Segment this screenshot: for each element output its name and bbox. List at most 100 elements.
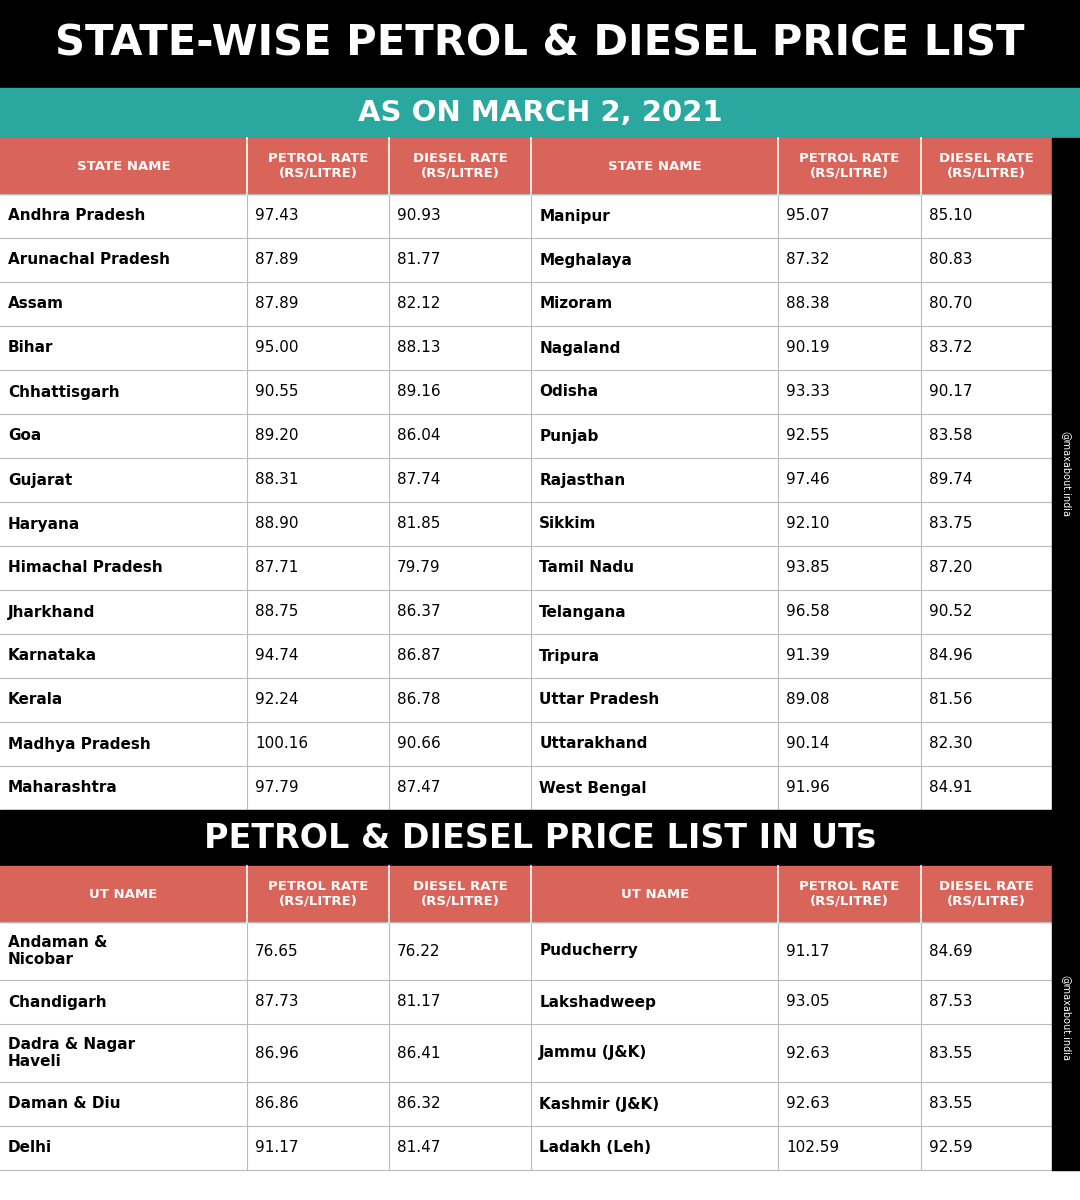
Text: Sikkim: Sikkim	[539, 516, 596, 532]
Text: Assam: Assam	[8, 296, 64, 312]
Text: Delhi: Delhi	[8, 1140, 52, 1156]
Text: Chhattisgarh: Chhattisgarh	[8, 384, 120, 400]
Text: STATE NAME: STATE NAME	[608, 160, 702, 173]
Bar	[0, 238, 1052, 282]
Text: 92.24: 92.24	[255, 692, 299, 708]
Bar	[0, 678, 1052, 722]
Text: Lakshadweep: Lakshadweep	[539, 995, 657, 1009]
Text: 86.86: 86.86	[255, 1097, 299, 1111]
Text: 83.55: 83.55	[929, 1097, 972, 1111]
Text: Arunachal Pradesh: Arunachal Pradesh	[8, 252, 170, 268]
Text: UT NAME: UT NAME	[621, 888, 689, 900]
Text: 89.08: 89.08	[786, 692, 831, 708]
Text: PETROL RATE
(RS/LITRE): PETROL RATE (RS/LITRE)	[799, 880, 900, 908]
Text: 83.75: 83.75	[929, 516, 972, 532]
Text: Goa: Goa	[8, 428, 41, 444]
Text: 82.30: 82.30	[929, 737, 972, 751]
Text: 86.04: 86.04	[397, 428, 441, 444]
Text: West Bengal: West Bengal	[539, 780, 647, 796]
Text: 88.13: 88.13	[397, 341, 441, 355]
Text: Meghalaya: Meghalaya	[539, 252, 632, 268]
Text: 85.10: 85.10	[929, 209, 972, 223]
Text: 92.10: 92.10	[786, 516, 831, 532]
Text: Ladakh (Leh): Ladakh (Leh)	[539, 1140, 651, 1156]
Text: Kerala: Kerala	[8, 692, 64, 708]
Text: 81.47: 81.47	[397, 1140, 441, 1156]
Text: Maharashtra: Maharashtra	[8, 780, 118, 796]
Bar	[1052, 138, 1080, 810]
Text: 76.22: 76.22	[397, 943, 441, 959]
Bar	[0, 458, 1052, 502]
Text: 97.79: 97.79	[255, 780, 299, 796]
Text: Daman & Diu: Daman & Diu	[8, 1097, 121, 1111]
Text: Nagaland: Nagaland	[539, 341, 621, 355]
Text: 84.69: 84.69	[929, 943, 972, 959]
Text: 91.39: 91.39	[786, 648, 831, 664]
Text: 89.74: 89.74	[929, 473, 972, 487]
Text: Rajasthan: Rajasthan	[539, 473, 625, 487]
Text: Tripura: Tripura	[539, 648, 600, 664]
Text: DIESEL RATE
(RS/LITRE): DIESEL RATE (RS/LITRE)	[413, 152, 508, 180]
Text: 88.90: 88.90	[255, 516, 299, 532]
Bar	[0, 1024, 1052, 1082]
Text: 87.47: 87.47	[397, 780, 441, 796]
Text: Himachal Pradesh: Himachal Pradesh	[8, 560, 163, 576]
Bar	[1052, 866, 1080, 1170]
Text: 81.17: 81.17	[397, 995, 441, 1009]
Text: 86.87: 86.87	[397, 648, 441, 664]
Text: Kashmir (J&K): Kashmir (J&K)	[539, 1097, 660, 1111]
Text: 87.71: 87.71	[255, 560, 298, 576]
Text: Chandigarh: Chandigarh	[8, 995, 107, 1009]
Text: 97.43: 97.43	[255, 209, 299, 223]
Text: 81.77: 81.77	[397, 252, 441, 268]
Bar	[0, 1082, 1052, 1126]
Text: Mizoram: Mizoram	[539, 296, 612, 312]
Text: 86.37: 86.37	[397, 605, 441, 619]
Text: 89.20: 89.20	[255, 428, 299, 444]
Text: Uttar Pradesh: Uttar Pradesh	[539, 692, 660, 708]
Text: DIESEL RATE
(RS/LITRE): DIESEL RATE (RS/LITRE)	[939, 880, 1034, 908]
Text: 76.65: 76.65	[255, 943, 299, 959]
Text: 86.78: 86.78	[397, 692, 441, 708]
Text: Gujarat: Gujarat	[8, 473, 72, 487]
Text: 79.79: 79.79	[397, 560, 441, 576]
Text: 91.96: 91.96	[786, 780, 831, 796]
Text: Bihar: Bihar	[8, 341, 54, 355]
Text: 81.85: 81.85	[397, 516, 441, 532]
Bar	[0, 282, 1052, 326]
Text: 92.59: 92.59	[929, 1140, 972, 1156]
Text: 87.89: 87.89	[255, 296, 299, 312]
Text: 102.59: 102.59	[786, 1140, 839, 1156]
Text: 88.38: 88.38	[786, 296, 831, 312]
Bar	[0, 546, 1052, 590]
Text: 84.96: 84.96	[929, 648, 972, 664]
Text: 88.75: 88.75	[255, 605, 298, 619]
Text: 87.74: 87.74	[397, 473, 441, 487]
Bar	[0, 0, 1080, 88]
Text: AS ON MARCH 2, 2021: AS ON MARCH 2, 2021	[357, 98, 723, 127]
Text: PETROL RATE
(RS/LITRE): PETROL RATE (RS/LITRE)	[268, 152, 368, 180]
Text: 90.14: 90.14	[786, 737, 831, 751]
Text: 83.55: 83.55	[929, 1045, 972, 1061]
Text: 83.72: 83.72	[929, 341, 972, 355]
Text: 87.32: 87.32	[786, 252, 831, 268]
Text: @maxabout.india: @maxabout.india	[1061, 974, 1071, 1061]
Text: Odisha: Odisha	[539, 384, 598, 400]
Text: Jharkhand: Jharkhand	[8, 605, 95, 619]
Text: 83.58: 83.58	[929, 428, 972, 444]
Text: 100.16: 100.16	[255, 737, 309, 751]
Text: 88.31: 88.31	[255, 473, 299, 487]
Text: PETROL RATE
(RS/LITRE): PETROL RATE (RS/LITRE)	[268, 880, 368, 908]
Text: Uttarakhand: Uttarakhand	[539, 737, 648, 751]
Bar	[0, 722, 1052, 766]
Text: 84.91: 84.91	[929, 780, 972, 796]
Text: 81.56: 81.56	[929, 692, 972, 708]
Text: Puducherry: Puducherry	[539, 943, 638, 959]
Text: 87.73: 87.73	[255, 995, 299, 1009]
Text: 92.63: 92.63	[786, 1097, 831, 1111]
Text: 90.19: 90.19	[786, 341, 831, 355]
Text: 91.17: 91.17	[786, 943, 831, 959]
Text: 90.17: 90.17	[929, 384, 972, 400]
Text: 93.05: 93.05	[786, 995, 831, 1009]
Text: Tamil Nadu: Tamil Nadu	[539, 560, 634, 576]
